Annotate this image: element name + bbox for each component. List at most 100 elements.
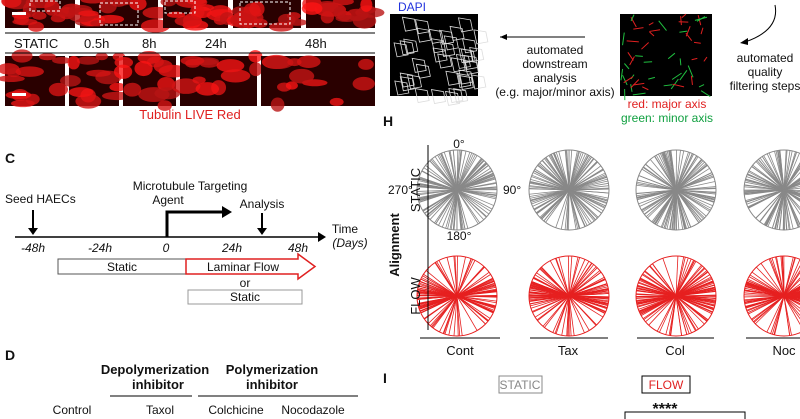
rose-line (532, 295, 570, 313)
rose-line (783, 151, 797, 191)
rose-line (456, 295, 491, 319)
rose-line (568, 261, 590, 297)
axis-line (681, 13, 687, 19)
rose-line (528, 295, 570, 297)
rose-line (568, 295, 572, 336)
rose-line (421, 277, 458, 297)
rose-line (419, 280, 458, 297)
rose-line (675, 189, 700, 224)
rose-line (423, 273, 458, 297)
cell-outline (458, 75, 474, 91)
cell-outline (393, 42, 409, 58)
axis-line (642, 86, 649, 91)
rose-line (423, 167, 458, 191)
rose-line (568, 284, 608, 297)
rose-line (783, 295, 800, 325)
rose-line (456, 158, 482, 191)
cell-outline (411, 57, 427, 73)
rose-line (456, 189, 497, 196)
rose-line (456, 189, 497, 200)
rose-line (783, 189, 800, 200)
rose-line (536, 272, 570, 297)
rose-line (537, 165, 570, 191)
cell (216, 59, 245, 73)
rose-line (456, 258, 472, 297)
cell-outline (473, 29, 489, 45)
rose-line (568, 180, 609, 191)
rose-line (675, 270, 708, 297)
arrow (744, 4, 777, 43)
rose-line (662, 258, 677, 297)
axis-line (624, 63, 630, 70)
row-label: STATIC (408, 168, 423, 212)
rose-line (659, 295, 677, 333)
rose-line (541, 189, 570, 220)
rose-line (537, 295, 570, 322)
rose-line (456, 189, 495, 206)
rose-line (426, 189, 458, 217)
rose-line (456, 279, 494, 297)
rose-line (636, 189, 677, 199)
rose-line (637, 295, 677, 307)
rose-line (560, 189, 570, 230)
cell (1, 0, 22, 8)
cell (28, 21, 44, 32)
rose-line (638, 189, 677, 205)
rose-line (532, 277, 570, 297)
cell-outline (456, 72, 472, 88)
rose-line (453, 295, 458, 336)
cell (80, 0, 106, 4)
rose-line (674, 189, 677, 230)
cell-outline (401, 16, 417, 32)
rose-line (745, 180, 785, 191)
heading: Polymerization (226, 362, 319, 377)
rose-line (675, 150, 681, 191)
label-box (498, 375, 543, 394)
column-label: Col (665, 343, 685, 358)
cell (157, 100, 172, 111)
axis-line (690, 75, 693, 85)
rose-line (675, 265, 703, 297)
cell (95, 52, 108, 61)
rose-line (675, 159, 703, 191)
rose-line (675, 295, 699, 330)
rose-line (417, 295, 458, 300)
cell (332, 0, 354, 6)
rose-line (568, 295, 575, 336)
text: Microtubule Targeting (133, 179, 248, 193)
cell (249, 62, 263, 77)
rose-line (660, 189, 677, 228)
rose-line (456, 266, 485, 297)
cell (171, 78, 201, 94)
rose-line (675, 295, 713, 315)
text: Agent (152, 193, 184, 207)
timepoint: 8h (142, 36, 156, 51)
cell-outline (440, 42, 456, 57)
rose-line (675, 151, 689, 191)
axis-line (679, 69, 688, 81)
cell-outline (462, 38, 478, 54)
rose-line (783, 269, 800, 297)
axis-line (635, 55, 643, 57)
rose-line (783, 295, 800, 312)
rose-line (649, 265, 677, 297)
rose-line (636, 295, 677, 304)
rose-line (568, 189, 591, 225)
rose-line (567, 255, 570, 297)
rose-line (568, 189, 598, 219)
column-label: Nocodazole (281, 403, 345, 417)
angle-label: 0° (453, 137, 465, 151)
rose-line (417, 189, 458, 200)
rose-line (675, 189, 716, 195)
rose-line (448, 295, 458, 336)
rose-line (649, 159, 677, 191)
rose-line (675, 280, 714, 297)
rose-line (744, 184, 785, 191)
rose-line (665, 151, 677, 191)
rose-line (654, 155, 677, 191)
rose-line (675, 189, 715, 203)
rose-line (568, 188, 609, 191)
rose-line (675, 167, 710, 191)
rose-line (675, 274, 711, 297)
rose-line (783, 180, 800, 191)
